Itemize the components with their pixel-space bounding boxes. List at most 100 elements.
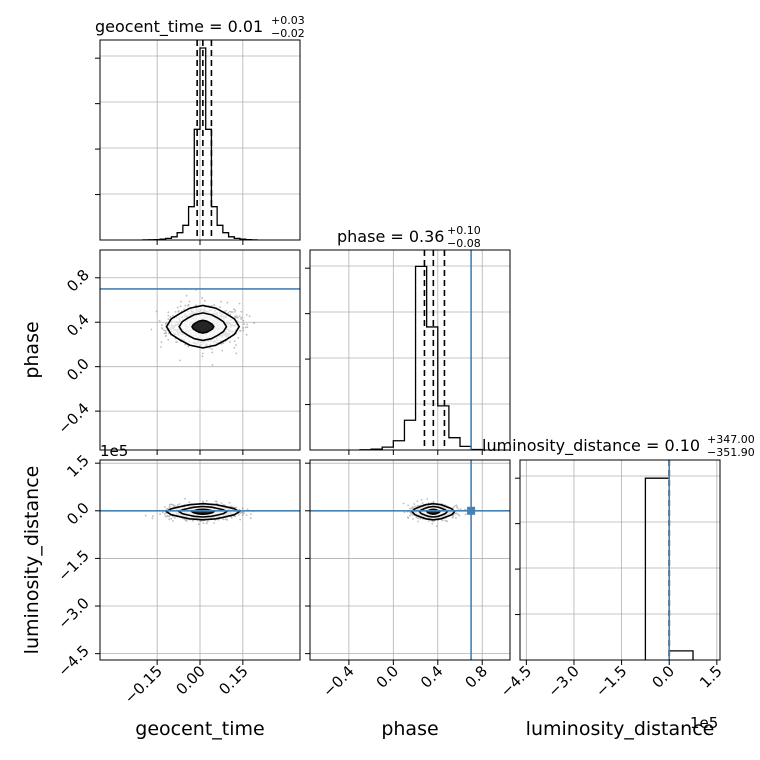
title-phase-sub: −0.08 xyxy=(447,237,481,250)
scatter-geocent-time-vs-luminosity-distance-ytick-label-0: −4.5 xyxy=(54,642,92,680)
scatter-geocent-time-vs-phase-point xyxy=(213,304,216,307)
scatter-phase-vs-luminosity-distance-point xyxy=(416,504,419,507)
scatter-geocent-time-vs-phase-point xyxy=(233,346,236,349)
scatter-geocent-time-vs-phase-ytick-label-1: 0.0 xyxy=(63,355,93,385)
scatter-phase-vs-luminosity-distance-point xyxy=(411,506,414,509)
scatter-geocent-time-vs-luminosity-distance-point xyxy=(168,503,171,506)
scatter-geocent-time-vs-luminosity-distance-point xyxy=(239,518,241,521)
scatter-phase-vs-luminosity-distance-point xyxy=(458,514,461,517)
scatter-geocent-time-vs-phase-point xyxy=(177,310,180,313)
scatter-geocent-time-vs-phase-point xyxy=(158,320,161,322)
scatter-geocent-time-vs-luminosity-distance-point xyxy=(231,516,233,519)
scatter-geocent-time-vs-phase-point xyxy=(238,315,241,318)
title-luminosity-distance: luminosity_distance = 0.10 xyxy=(482,436,700,456)
scatter-geocent-time-vs-luminosity-distance-point xyxy=(250,513,252,516)
scatter-geocent-time-vs-luminosity-distance-ytick-label-3: 0.0 xyxy=(63,499,93,529)
scatter-phase-vs-luminosity-distance-point xyxy=(441,519,444,522)
scatter-geocent-time-vs-luminosity-distance-xtick-label-0: −0.15 xyxy=(121,662,166,707)
scatter-geocent-time-vs-luminosity-distance-point xyxy=(172,503,174,506)
scatter-geocent-time-vs-phase-point xyxy=(165,322,168,325)
scatter-phase-vs-luminosity-distance-point xyxy=(452,514,455,517)
scatter-geocent-time-vs-luminosity-distance-point xyxy=(228,501,231,504)
scatter-geocent-time-vs-luminosity-distance-point xyxy=(166,508,169,510)
scatter-geocent-time-vs-phase-point xyxy=(177,309,180,312)
scatter-geocent-time-vs-phase-point xyxy=(229,341,231,343)
hist-phase-frame xyxy=(309,249,511,451)
scatter-geocent-time-vs-luminosity-distance-point xyxy=(166,514,169,517)
xlabel-luminosity-distance: luminosity_distance xyxy=(526,718,715,740)
scatter-phase-vs-luminosity-distance-point xyxy=(456,506,458,509)
scatter-phase-vs-luminosity-distance-point xyxy=(407,504,410,507)
scatter-phase-vs-luminosity-distance-point xyxy=(415,516,418,518)
scatter-geocent-time-vs-phase-point xyxy=(235,352,238,355)
scatter-phase-vs-luminosity-distance-point xyxy=(410,512,413,515)
scatter-geocent-time-vs-luminosity-distance-point xyxy=(173,517,176,519)
scatter-geocent-time-vs-phase-point xyxy=(209,346,211,349)
scatter-geocent-time-vs-luminosity-distance-point xyxy=(249,517,252,520)
scatter-geocent-time-vs-phase-point xyxy=(234,316,237,319)
scatter-geocent-time-vs-luminosity-distance-point xyxy=(152,515,154,518)
scatter-geocent-time-vs-phase-point xyxy=(188,300,191,303)
scatter-geocent-time-vs-luminosity-distance-point xyxy=(168,507,171,509)
scatter-geocent-time-vs-phase-point xyxy=(239,329,242,332)
scatter-geocent-time-vs-phase-point xyxy=(185,294,188,297)
hist-luminosity-distance-frame xyxy=(519,459,721,661)
scatter-phase-vs-luminosity-distance-point xyxy=(409,511,412,514)
scatter-geocent-time-vs-luminosity-distance-ytick-label-1: −3.0 xyxy=(54,594,92,632)
scatter-geocent-time-vs-luminosity-distance-point xyxy=(184,519,187,522)
scatter-geocent-time-vs-phase-point xyxy=(235,344,237,346)
scatter-geocent-time-vs-luminosity-distance-point xyxy=(168,505,171,508)
scatter-geocent-time-vs-phase-point xyxy=(253,322,256,324)
scatter-geocent-time-vs-phase-point xyxy=(230,311,233,313)
scatter-geocent-time-vs-phase-point xyxy=(161,327,164,330)
scatter-geocent-time-vs-phase-point xyxy=(211,348,213,351)
scatter-geocent-time-vs-phase-point xyxy=(235,315,238,318)
scatter-geocent-time-vs-luminosity-distance-point xyxy=(246,508,249,511)
scatter-geocent-time-vs-phase-point xyxy=(235,316,238,318)
scatter-geocent-time-vs-phase-point xyxy=(234,309,237,312)
hist-luminosity-distance-xtick-label-0: −4.5 xyxy=(497,662,535,700)
scatter-geocent-time-vs-phase-point xyxy=(225,309,227,312)
scatter-geocent-time-vs-luminosity-distance-point xyxy=(164,506,166,508)
scatter-geocent-time-vs-phase-point xyxy=(161,324,163,327)
scatter-phase-vs-luminosity-distance-point xyxy=(444,519,447,522)
scatter-geocent-time-vs-luminosity-distance-point xyxy=(205,499,208,502)
title-phase: phase = 0.36 xyxy=(337,227,444,246)
scatter-phase-vs-luminosity-distance-point xyxy=(451,516,454,519)
ylabel-phase: phase xyxy=(21,321,43,378)
scatter-phase-vs-luminosity-distance-point xyxy=(412,518,414,520)
scatter-geocent-time-vs-phase-point xyxy=(220,300,223,303)
scatter-geocent-time-vs-phase-point xyxy=(227,312,230,314)
offset-text-y: 1e5 xyxy=(100,442,128,460)
scatter-geocent-time-vs-phase-point xyxy=(169,316,172,318)
scatter-geocent-time-vs-phase-point xyxy=(187,303,190,306)
scatter-geocent-time-vs-luminosity-distance-ytick-label-2: −1.5 xyxy=(54,547,92,585)
title-phase-sup: +0.10 xyxy=(447,224,481,237)
scatter-geocent-time-vs-luminosity-distance-point xyxy=(220,502,223,504)
scatter-phase-vs-luminosity-distance-xtick-label-3: 0.8 xyxy=(461,662,491,692)
scatter-geocent-time-vs-phase-point xyxy=(160,341,163,344)
scatter-phase-vs-luminosity-distance-frame xyxy=(309,459,511,661)
scatter-phase-vs-luminosity-distance-point xyxy=(403,511,406,514)
scatter-geocent-time-vs-luminosity-distance-point xyxy=(222,517,224,520)
scatter-geocent-time-vs-phase-point xyxy=(238,302,241,305)
scatter-geocent-time-vs-luminosity-distance-point xyxy=(235,506,238,509)
scatter-geocent-time-vs-phase-point xyxy=(248,315,251,318)
scatter-geocent-time-vs-phase-point xyxy=(167,314,170,317)
scatter-geocent-time-vs-luminosity-distance-point xyxy=(173,504,176,507)
scatter-geocent-time-vs-phase-point xyxy=(201,355,204,358)
scatter-geocent-time-vs-phase-point xyxy=(184,343,187,346)
scatter-geocent-time-vs-phase-point xyxy=(184,304,187,307)
scatter-geocent-time-vs-phase-point xyxy=(242,329,245,332)
scatter-geocent-time-vs-phase-point xyxy=(243,323,245,326)
scatter-geocent-time-vs-phase-point xyxy=(167,311,170,314)
scatter-geocent-time-vs-phase-point xyxy=(246,326,249,329)
scatter-geocent-time-vs-luminosity-distance-point xyxy=(214,500,217,503)
scatter-geocent-time-vs-luminosity-distance-point xyxy=(173,505,176,508)
scatter-geocent-time-vs-luminosity-distance-point xyxy=(184,497,186,500)
hist-luminosity-distance-xtick-label-4: 1.5 xyxy=(696,662,726,692)
scatter-phase-vs-luminosity-distance-xtick-label-2: 0.4 xyxy=(417,662,447,692)
scatter-geocent-time-vs-luminosity-distance-point xyxy=(144,514,147,517)
scatter-geocent-time-vs-phase-point xyxy=(187,345,190,348)
scatter-geocent-time-vs-phase-point xyxy=(178,359,181,362)
